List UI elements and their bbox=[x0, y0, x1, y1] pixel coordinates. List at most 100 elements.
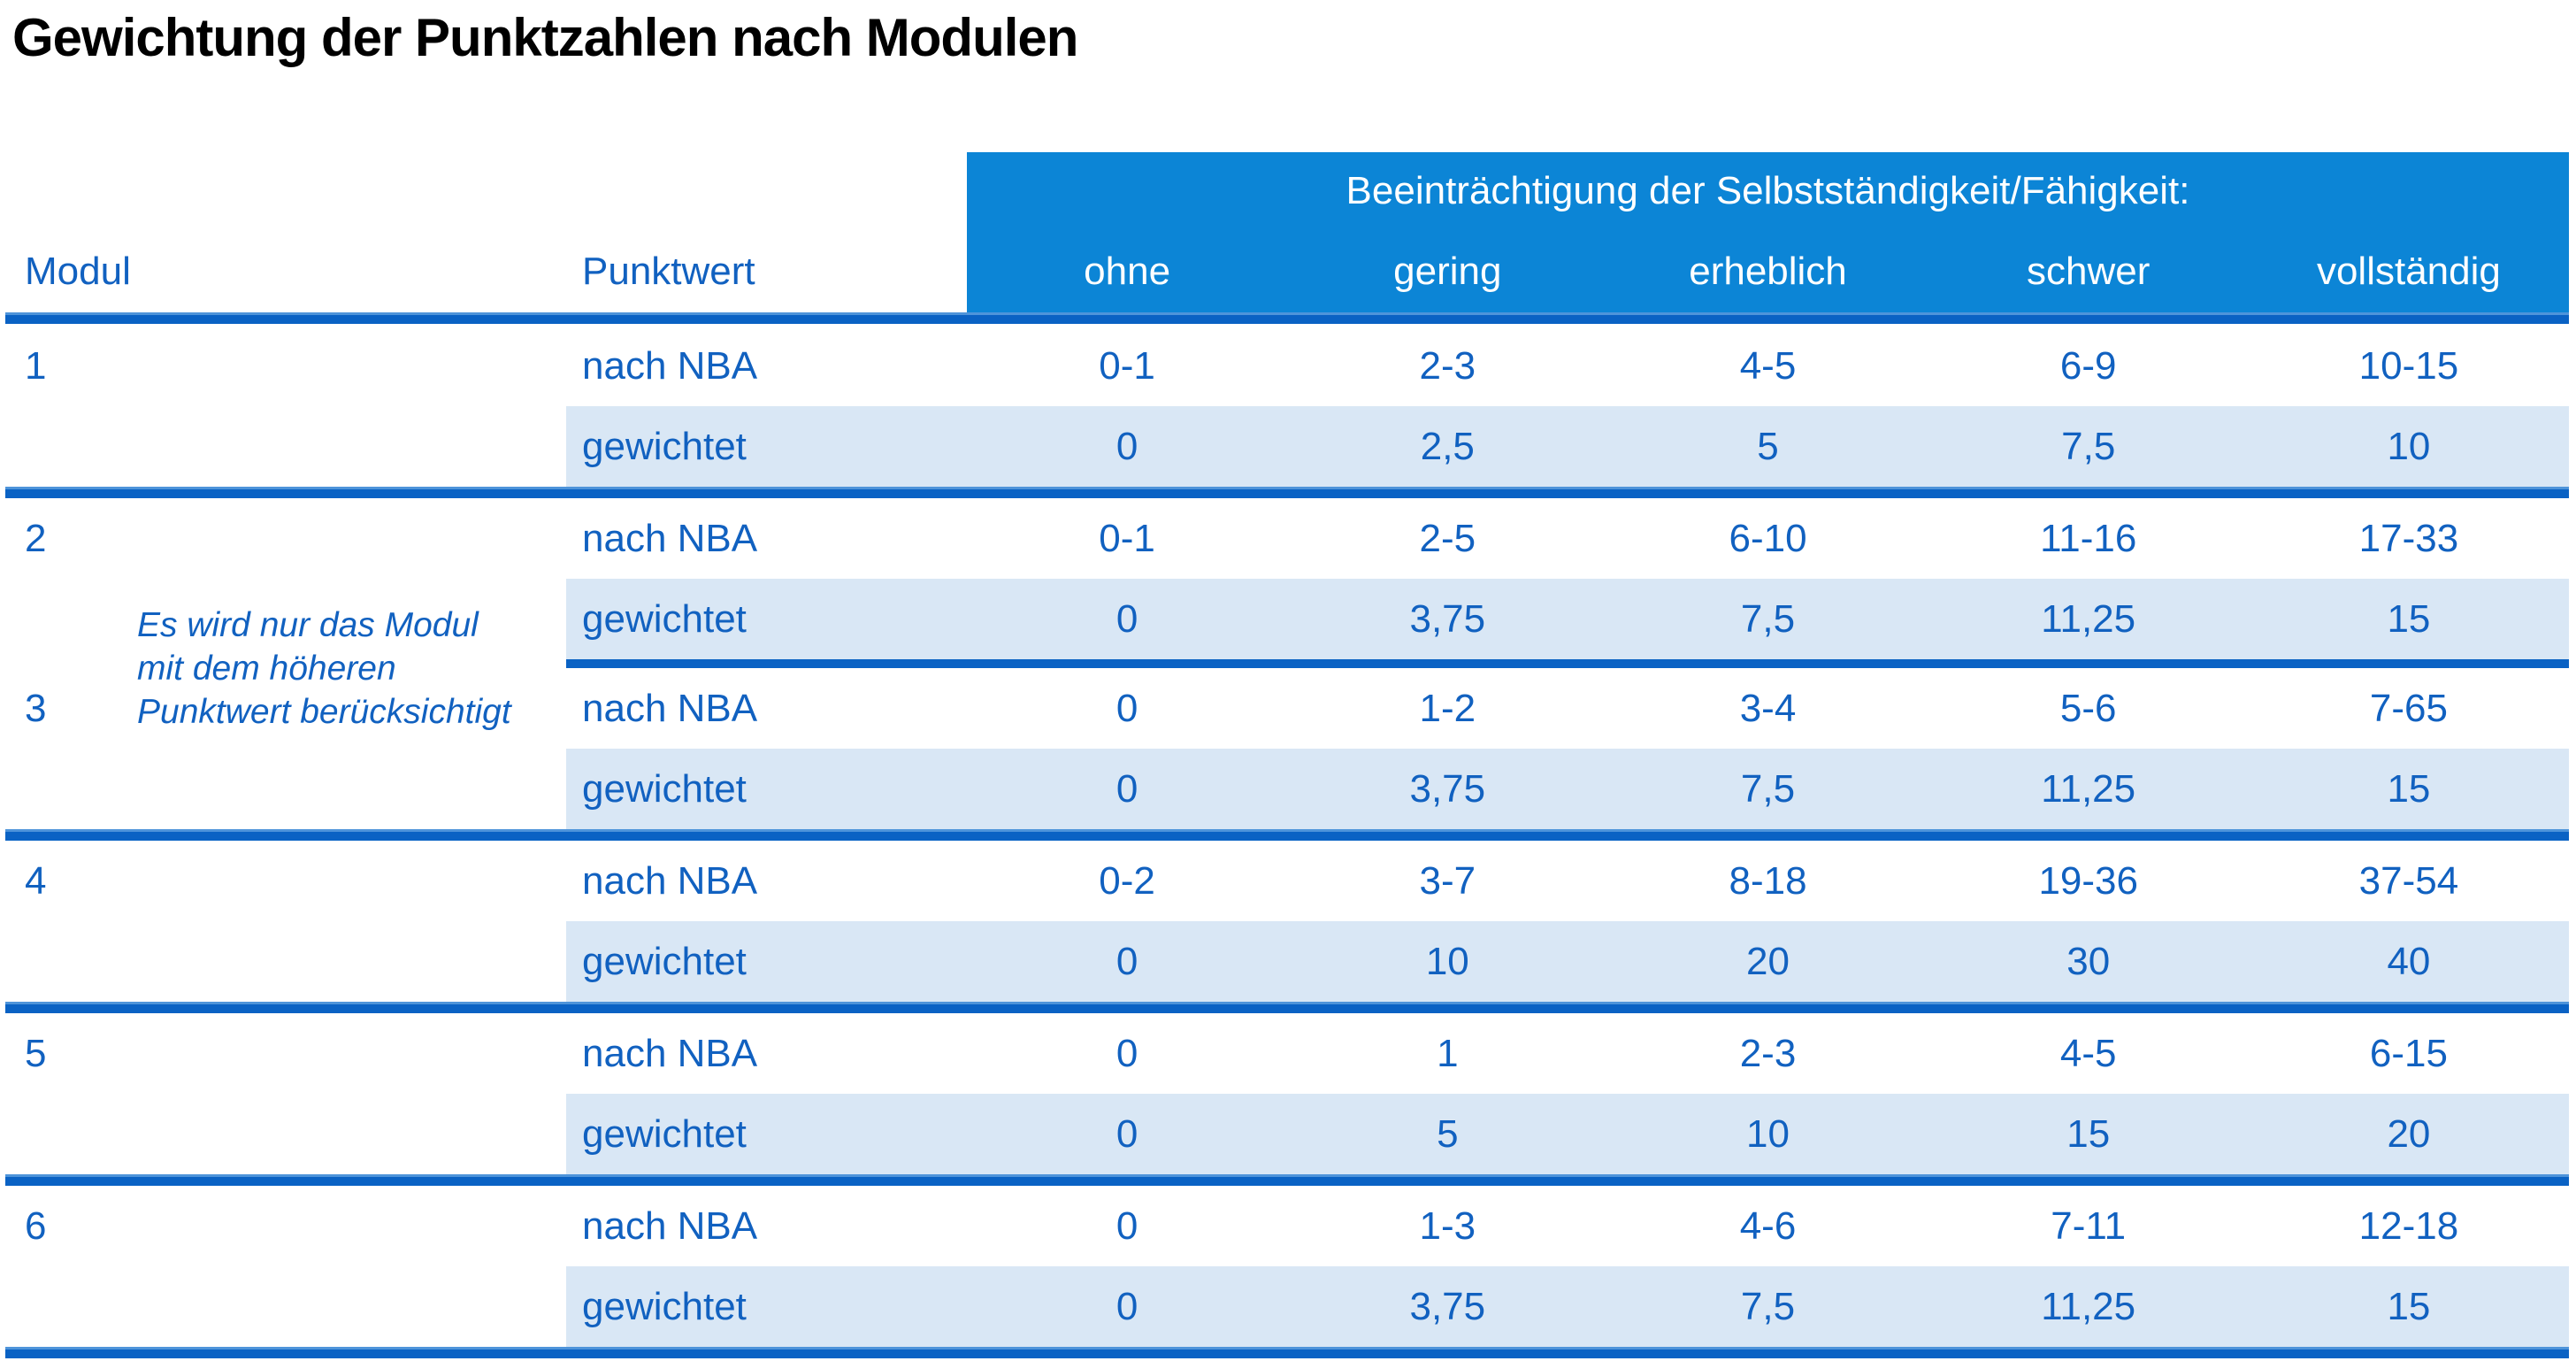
module-3-nach-nba-row: 3 nach NBA 0 1-2 3-4 5-6 7-65 bbox=[0, 668, 2569, 749]
row-label-nach-nba: nach NBA bbox=[582, 343, 758, 388]
value-cells: 0 1 2-3 4-5 6-15 bbox=[967, 1013, 2569, 1094]
value-cells: 0 5 10 15 20 bbox=[967, 1094, 2569, 1174]
module-number: 4 bbox=[25, 858, 47, 903]
column-header-ohne: ohne bbox=[1084, 249, 1171, 293]
module-2-gewichtet-row: gewichtet 0 3,75 7,5 11,25 15 bbox=[0, 579, 2569, 659]
value-cells: 0 1-3 4-6 7-11 12-18 bbox=[967, 1186, 2569, 1266]
module-number: 2 bbox=[25, 516, 47, 560]
module-1-nach-nba-row: 1 nach NBA 0-1 2-3 4-5 6-9 10-15 bbox=[0, 326, 2569, 406]
value-cell: 11,25 bbox=[2041, 596, 2136, 641]
row-label-gewichtet: gewichtet bbox=[582, 1284, 747, 1328]
value-cells: 0 3,75 7,5 11,25 15 bbox=[967, 749, 2569, 829]
value-cell: 0-1 bbox=[1099, 343, 1155, 388]
page-title: Gewichtung der Punktzahlen nach Modulen bbox=[12, 8, 1078, 67]
row-label-nach-nba: nach NBA bbox=[582, 1031, 758, 1075]
value-cell: 1-3 bbox=[1419, 1203, 1476, 1248]
value-cells: 0-1 2-5 6-10 11-16 17-33 bbox=[967, 498, 2569, 579]
value-cells: 0 2,5 5 7,5 10 bbox=[967, 406, 2569, 487]
value-cell: 15 bbox=[2387, 1284, 2431, 1328]
column-header-erheblich: erheblich bbox=[1689, 249, 1847, 293]
value-cell: 5 bbox=[1437, 1111, 1459, 1156]
value-cells: 0 3,75 7,5 11,25 15 bbox=[967, 1266, 2569, 1347]
value-cell: 0 bbox=[1116, 939, 1138, 983]
value-cell: 0 bbox=[1116, 686, 1138, 730]
module-6-nach-nba-row: 6 nach NBA 0 1-3 4-6 7-11 12-18 bbox=[0, 1186, 2569, 1266]
value-cell: 0-1 bbox=[1099, 516, 1155, 560]
module-5-gewichtet-row: gewichtet 0 5 10 15 20 bbox=[0, 1094, 2569, 1174]
module-number: 1 bbox=[25, 343, 47, 388]
row-label-nach-nba: nach NBA bbox=[582, 1203, 758, 1248]
value-cell: 40 bbox=[2387, 939, 2431, 983]
row-label-nach-nba: nach NBA bbox=[582, 516, 758, 560]
row-label-gewichtet: gewichtet bbox=[582, 1111, 747, 1156]
value-cell: 4-6 bbox=[1739, 1203, 1797, 1248]
note-line: Punktwert berücksichtigt bbox=[137, 693, 511, 731]
value-cell: 30 bbox=[2066, 939, 2111, 983]
row-highlight-band bbox=[566, 1266, 2569, 1347]
row-label-nach-nba: nach NBA bbox=[582, 858, 758, 903]
value-cell: 4-5 bbox=[2059, 1031, 2117, 1075]
value-cell: 2-3 bbox=[1739, 1031, 1797, 1075]
module-2-nach-nba-row: 2 nach NBA 0-1 2-5 6-10 11-16 17-33 bbox=[0, 498, 2569, 579]
value-cell: 3,75 bbox=[1409, 596, 1486, 641]
value-cell: 17-33 bbox=[2358, 516, 2459, 560]
value-cell: 7,5 bbox=[1740, 596, 1796, 641]
value-cell: 10 bbox=[1746, 1111, 1790, 1156]
module-1-gewichtet-row: gewichtet 0 2,5 5 7,5 10 bbox=[0, 406, 2569, 487]
module-3-gewichtet-row: gewichtet 0 3,75 7,5 11,25 15 bbox=[0, 749, 2569, 829]
row-label-gewichtet: gewichtet bbox=[582, 939, 747, 983]
value-cell: 10 bbox=[2387, 424, 2431, 468]
row-label-gewichtet: gewichtet bbox=[582, 424, 747, 468]
value-cell: 15 bbox=[2387, 766, 2431, 811]
value-cell: 20 bbox=[1746, 939, 1790, 983]
impairment-header-caption: Beeinträchtigung der Selbstständigkeit/F… bbox=[1346, 169, 2190, 212]
value-cell: 2-3 bbox=[1419, 343, 1476, 388]
value-cell: 12-18 bbox=[2358, 1203, 2459, 1248]
value-cell: 3-7 bbox=[1419, 858, 1476, 903]
value-cells: 0-2 3-7 8-18 19-36 37-54 bbox=[967, 841, 2569, 921]
separator bbox=[5, 1174, 2569, 1186]
value-cell: 7,5 bbox=[1740, 1284, 1796, 1328]
value-cell: 7-65 bbox=[2369, 686, 2448, 730]
note-line: mit dem höheren bbox=[137, 650, 396, 688]
partial-separator-modules-2-3 bbox=[566, 659, 2569, 668]
column-header-punktwert: Punktwert bbox=[582, 249, 755, 293]
value-cell: 8-18 bbox=[1729, 858, 1807, 903]
value-cell: 5-6 bbox=[2059, 686, 2117, 730]
value-cell: 0 bbox=[1116, 424, 1138, 468]
value-cell: 10 bbox=[1425, 939, 1469, 983]
value-cell: 11,25 bbox=[2041, 1284, 2136, 1328]
value-cell: 7,5 bbox=[2061, 424, 2116, 468]
module-number: 6 bbox=[25, 1203, 47, 1248]
value-cell: 10-15 bbox=[2358, 343, 2459, 388]
value-cell: 0 bbox=[1116, 1111, 1138, 1156]
row-highlight-band bbox=[566, 579, 2569, 659]
row-label-gewichtet: gewichtet bbox=[582, 596, 747, 641]
module-number: 5 bbox=[25, 1031, 47, 1075]
value-cell: 1 bbox=[1437, 1031, 1459, 1075]
value-cell: 5 bbox=[1757, 424, 1779, 468]
module-6-gewichtet-row: gewichtet 0 3,75 7,5 11,25 15 bbox=[0, 1266, 2569, 1347]
value-cell: 0 bbox=[1116, 766, 1138, 811]
module-2-3-note: Es wird nur das Modul mit dem höheren Pu… bbox=[137, 604, 632, 734]
value-cells: 0 1-2 3-4 5-6 7-65 bbox=[967, 668, 2569, 749]
row-highlight-band bbox=[566, 1094, 2569, 1174]
row-label-gewichtet: gewichtet bbox=[582, 766, 747, 811]
value-cell: 15 bbox=[2387, 596, 2431, 641]
value-cell: 2,5 bbox=[1420, 424, 1475, 468]
module-number: 3 bbox=[25, 686, 47, 730]
value-cell: 3,75 bbox=[1409, 766, 1486, 811]
row-label-nach-nba: nach NBA bbox=[582, 686, 758, 730]
value-cell: 4-5 bbox=[1739, 343, 1797, 388]
value-cell: 19-36 bbox=[2038, 858, 2138, 903]
separator-under-header bbox=[5, 312, 2569, 324]
column-header-modul: Modul bbox=[25, 249, 131, 293]
corner-header-row: Modul Punktwert bbox=[0, 230, 2569, 312]
value-cells: 0-1 2-3 4-5 6-9 10-15 bbox=[967, 326, 2569, 406]
value-cell: 11,25 bbox=[2041, 766, 2136, 811]
value-cell: 3,75 bbox=[1409, 1284, 1486, 1328]
value-cell: 0 bbox=[1116, 1031, 1138, 1075]
value-cells: 0 10 20 30 40 bbox=[967, 921, 2569, 1002]
column-header-vollstaendig: vollständig bbox=[2316, 249, 2501, 293]
